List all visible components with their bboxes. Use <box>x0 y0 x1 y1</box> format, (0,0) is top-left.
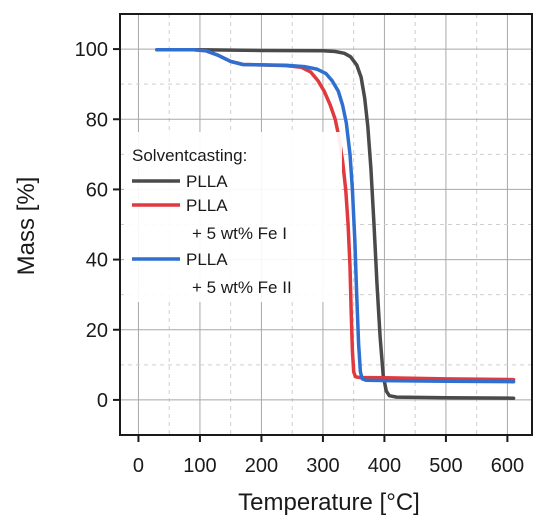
ticks: 0 100 200 300 400 500 600 0 20 40 60 80 100 <box>75 39 524 477</box>
legend-label-fe2-line2: + 5 wt% Fe II <box>192 278 292 297</box>
plot-frame <box>119 13 533 436</box>
legend-label-fe1-line2: + 5 wt% Fe I <box>192 224 287 243</box>
legend-label-fe1: PLLA <box>186 196 228 215</box>
y-tick-label: 60 <box>86 179 108 201</box>
y-tick-label: 0 <box>97 390 108 412</box>
x-tick-label: 500 <box>429 455 462 477</box>
legend: Solventcasting: PLLA PLLA + 5 wt% Fe I P… <box>124 132 342 302</box>
x-tick-label: 100 <box>183 455 216 477</box>
x-tick-label: 200 <box>245 455 278 477</box>
legend-title: Solventcasting: <box>132 146 247 165</box>
series-layer <box>155 48 516 400</box>
legend-label-plla: PLLA <box>186 172 228 191</box>
x-tick-label: 600 <box>491 455 524 477</box>
legend-background <box>124 132 342 302</box>
x-tick-label: 300 <box>306 455 339 477</box>
y-tick-label: 100 <box>75 39 108 61</box>
y-tick-label: 80 <box>86 109 108 131</box>
series-line-plla <box>155 48 516 400</box>
x-tick-label: 0 <box>133 455 144 477</box>
y-axis-title: Mass [%] <box>13 177 40 276</box>
y-tick-label: 40 <box>86 250 108 272</box>
series-line-fe2 <box>155 48 516 384</box>
legend-label-fe2: PLLA <box>186 250 228 269</box>
y-tick-label: 20 <box>86 320 108 342</box>
x-tick-label: 400 <box>368 455 401 477</box>
x-axis-title: Temperature [°C] <box>238 489 420 516</box>
